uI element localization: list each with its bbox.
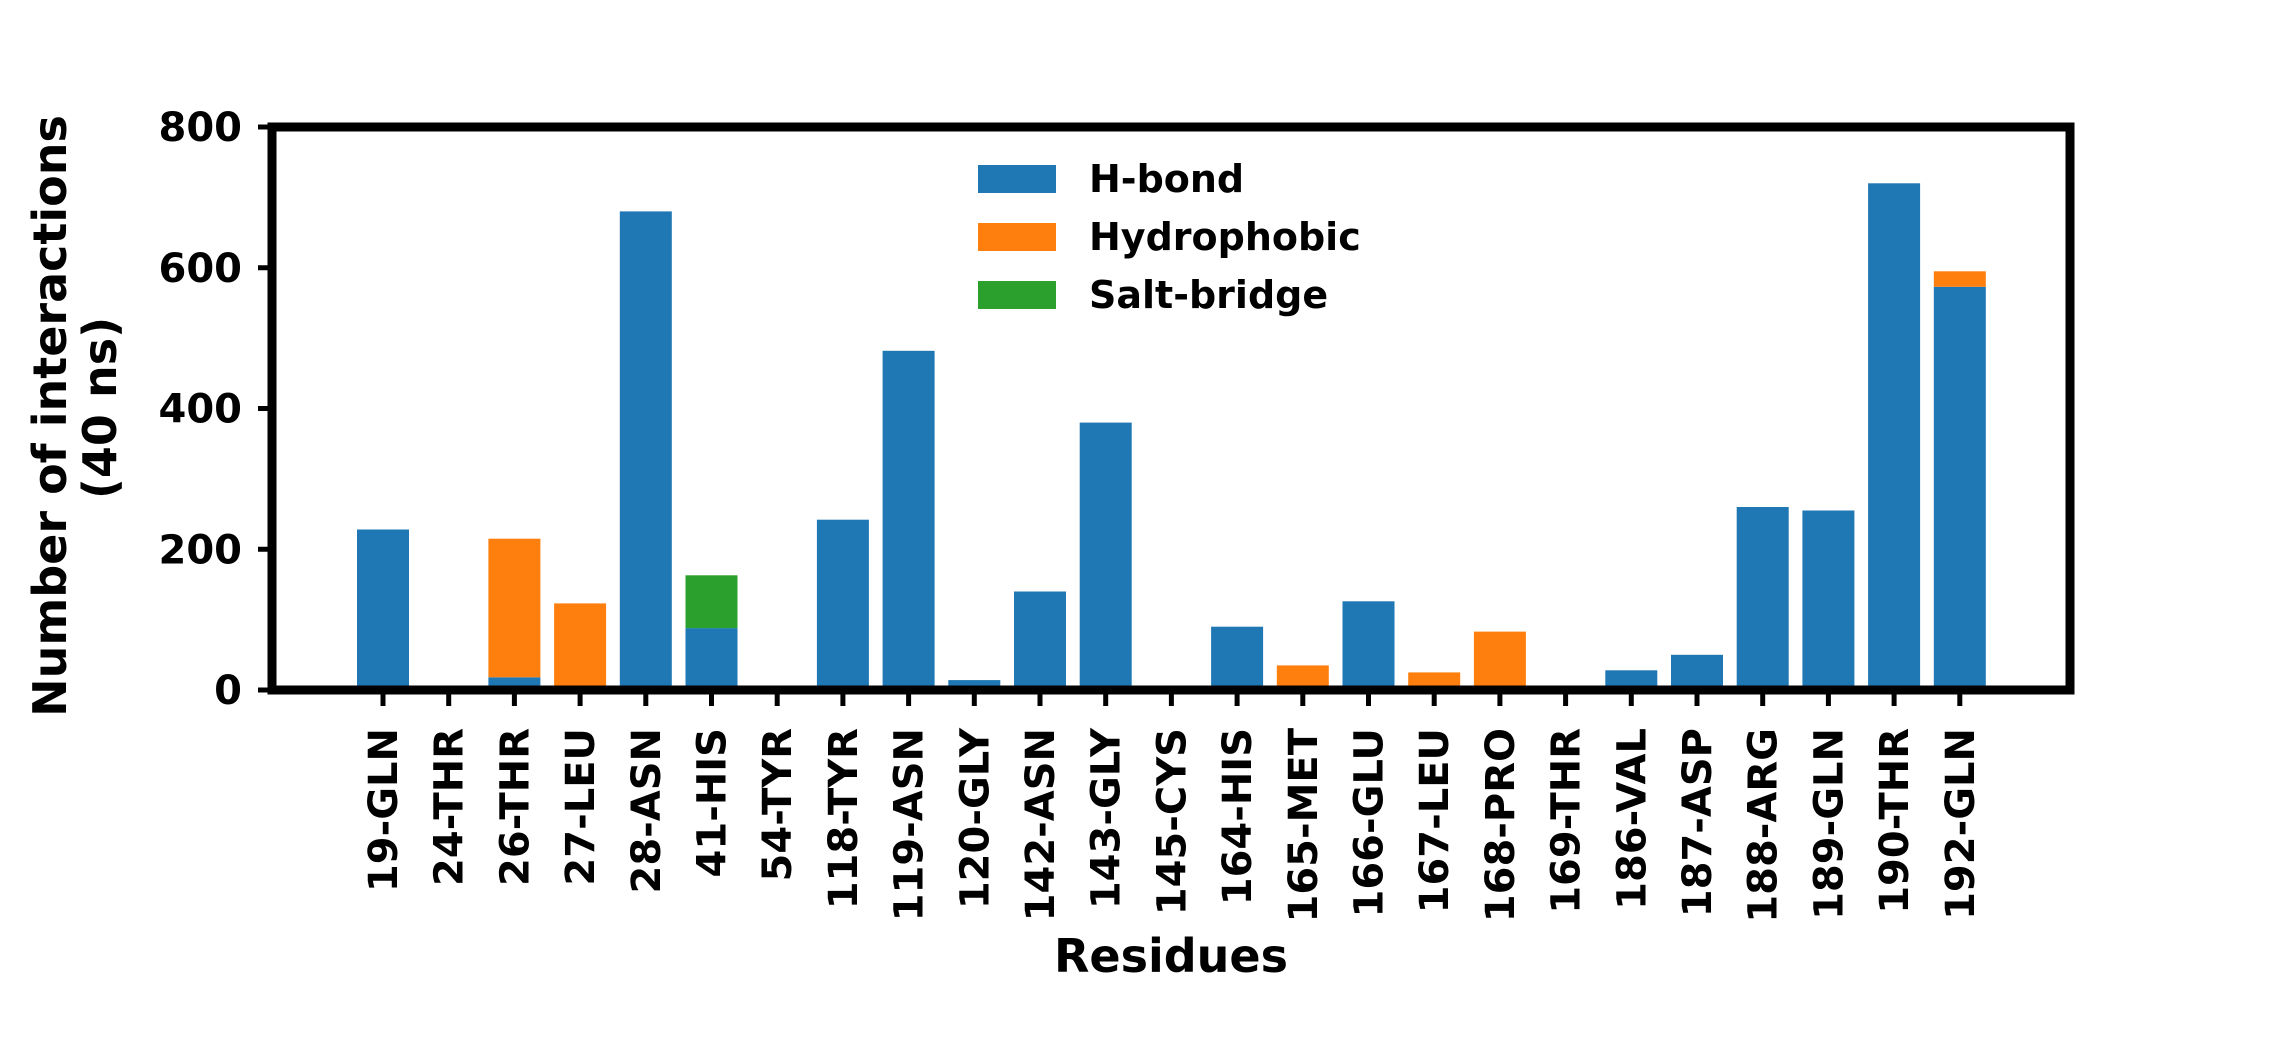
y-axis-title-line-1: Number of interactions [23, 115, 77, 717]
x-tick-label-119-asn: 119-ASN [887, 728, 933, 921]
x-tick-label-41-his: 41-HIS [690, 728, 736, 877]
y-tick-label-800: 800 [159, 105, 243, 151]
x-tick-label-165-met: 165-MET [1281, 727, 1327, 922]
x-tick-label-189-gln: 189-GLN [1806, 728, 1852, 920]
bar-h-bond-142-asn [1014, 591, 1066, 690]
x-tick-label-190-thr: 190-THR [1872, 728, 1918, 914]
bar-hydrophobic-192-gln [1933, 271, 1986, 287]
x-tick-label-118-tyr: 118-TYR [821, 728, 867, 909]
bar-h-bond-143-gly [1079, 422, 1132, 690]
bar-h-bond-192-gln [1933, 286, 1986, 690]
bar-h-bond-164-his [1211, 626, 1264, 690]
x-tick-label-27-leu: 27-LEU [558, 728, 604, 886]
y-tick-label-0: 0 [214, 668, 242, 714]
legend-label-salt-bridge: Salt-bridge [1089, 273, 1328, 317]
x-tick-label-28-asn: 28-ASN [624, 728, 670, 894]
y-tick-label-400: 400 [159, 387, 243, 433]
y-tick-label-200: 200 [159, 527, 243, 573]
bar-h-bond-19-gln [357, 529, 409, 690]
bar-h-bond-189-gln [1802, 510, 1855, 690]
y-tick-label-600: 600 [159, 246, 243, 292]
bar-h-bond-190-thr [1868, 183, 1921, 691]
bar-hydrophobic-27-leu [554, 603, 607, 690]
bars-layer [357, 183, 1986, 691]
x-tick-label-167-leu: 167-LEU [1412, 728, 1458, 913]
x-tick-label-169-thr: 169-THR [1544, 728, 1590, 914]
bar-h-bond-187-asp [1671, 654, 1723, 690]
legend-swatch-h-bond [978, 165, 1056, 193]
x-tick-label-164-his: 164-HIS [1215, 728, 1261, 905]
bar-h-bond-119-asn [882, 350, 935, 690]
bar-salt-bridge-41-his [685, 575, 738, 629]
x-tick-label-120-gly: 120-GLY [952, 727, 998, 909]
x-tick-label-24-thr: 24-THR [427, 728, 473, 886]
x-tick-label-168-pro: 168-PRO [1478, 728, 1524, 922]
x-tick-label-26-thr: 26-THR [492, 728, 538, 886]
legend-label-hydrophobic: Hydrophobic [1089, 215, 1361, 259]
bar-h-bond-28-asn [619, 211, 672, 690]
legend-label-h-bond: H-bond [1089, 157, 1244, 201]
x-tick-label-186-val: 186-VAL [1609, 728, 1655, 910]
x-tick-label-188-arg: 188-ARG [1741, 728, 1787, 923]
x-tick-label-54-tyr: 54-TYR [755, 728, 801, 881]
y-axis-title: Number of interactions (40 ns) [23, 99, 127, 717]
legend: H-bond Hydrophobic Salt-bridge [978, 157, 1361, 317]
x-axis-ticks: 19-GLN 24-THR 26-THR 27-LEU 28-ASN 41-HIS 54-T… [361, 694, 1984, 923]
x-tick-label-187-asp: 187-ASP [1675, 728, 1721, 917]
bar-hydrophobic-26-thr [488, 538, 541, 678]
legend-swatch-salt-bridge [978, 281, 1056, 309]
x-axis-title: Residues [1054, 929, 1288, 983]
legend-swatch-hydrophobic [978, 223, 1056, 251]
bar-h-bond-41-his [685, 628, 738, 690]
x-tick-label-143-gly: 143-GLY [1084, 727, 1130, 909]
bar-h-bond-188-arg [1736, 507, 1789, 690]
plot-frame [267, 122, 2075, 695]
x-tick-label-192-gln: 192-GLN [1938, 728, 1984, 920]
bar-h-bond-186-val [1605, 670, 1658, 690]
y-axis-ticks: 0 200 400 600 800 [159, 105, 268, 714]
y-axis-title-line-2: (40 ns) [73, 317, 127, 499]
x-tick-label-145-cys: 145-CYS [1149, 728, 1195, 915]
bar-hydrophobic-168-pro [1473, 631, 1526, 690]
x-tick-label-142-asn: 142-ASN [1018, 728, 1064, 921]
bar-h-bond-118-tyr [816, 519, 869, 690]
x-tick-label-19-gln: 19-GLN [361, 728, 407, 892]
x-tick-label-166-glu: 166-GLU [1347, 728, 1393, 917]
bar-h-bond-120-gly [948, 680, 1001, 690]
bar-h-bond-166-glu [1342, 601, 1395, 690]
